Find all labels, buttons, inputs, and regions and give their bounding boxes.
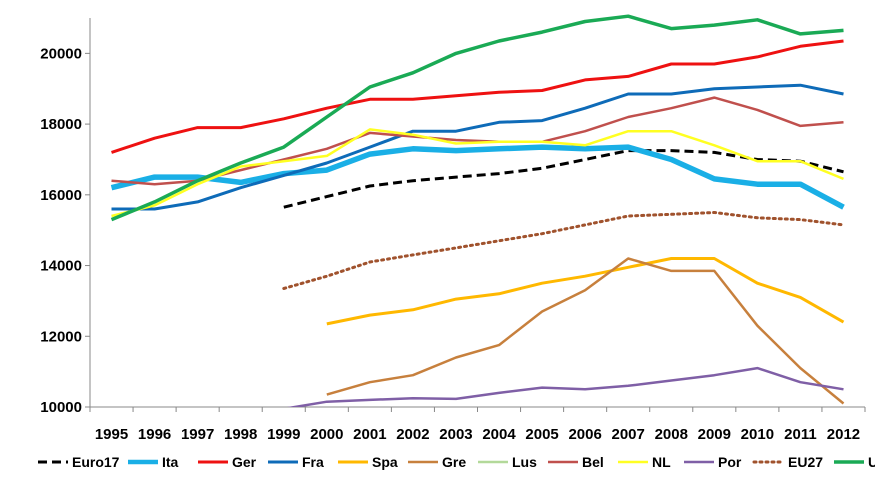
y-tick-label: 12000 <box>40 328 82 345</box>
series-line-ita <box>110 144 845 210</box>
series-line-por <box>287 366 844 407</box>
legend-label-euro17: Euro17 <box>72 454 120 470</box>
legend-entry-euro17: Euro17 <box>38 454 120 470</box>
series-line-ger <box>111 39 844 154</box>
legend-entry-eu27: EU27 <box>752 454 823 470</box>
x-tick-label: 1999 <box>267 426 300 443</box>
legend-entry-spa: Spa <box>338 454 398 470</box>
legend-label-ita: Ita <box>162 454 179 470</box>
legend-entry-bel: Bel <box>548 454 604 470</box>
x-tick-label: 2007 <box>612 426 645 443</box>
legend-label-bel: Bel <box>582 454 604 470</box>
y-tick-label: 14000 <box>40 258 82 275</box>
legend-label-gre: Gre <box>442 454 466 470</box>
legend-entry-lus: Lus <box>478 454 537 470</box>
legend-entry-ger: Ger <box>198 454 257 470</box>
legend-label-eu27: EU27 <box>788 454 823 470</box>
y-tick-label: 16000 <box>40 187 82 204</box>
legend-entry-fra: Fra <box>268 454 324 470</box>
y-tick-label: 20000 <box>40 45 82 62</box>
x-tick-label: 2011 <box>784 426 817 443</box>
series-line-spa <box>326 257 845 326</box>
x-tick-label: 2006 <box>568 426 601 443</box>
legend-entry-por: Por <box>684 454 742 470</box>
x-tick-label: 2002 <box>396 426 429 443</box>
legend-label-uk: UK <box>868 454 875 470</box>
x-tick-label: 1997 <box>181 426 214 443</box>
legend-label-ger: Ger <box>232 454 257 470</box>
series-line-fra <box>111 83 844 211</box>
legend-label-nl: NL <box>652 454 671 470</box>
legend-label-fra: Fra <box>302 454 324 470</box>
x-tick-label: 2009 <box>698 426 731 443</box>
x-tick-label: 2004 <box>482 426 516 443</box>
legend-entry-nl: NL <box>618 454 671 470</box>
x-tick-label: 1996 <box>138 426 171 443</box>
series-line-euro17 <box>283 149 844 209</box>
legend-label-lus: Lus <box>512 454 537 470</box>
legend-label-por: Por <box>718 454 742 470</box>
y-tick-label: 18000 <box>40 116 82 133</box>
x-tick-label: 1998 <box>224 426 257 443</box>
x-tick-label: 2000 <box>310 426 343 443</box>
x-tick-label: 2012 <box>827 426 860 443</box>
legend: Euro17 Ita Ger Fra Spa Gre Lus Bel NL Por EU27 UK <box>38 454 875 470</box>
x-tick-label: 2003 <box>439 426 472 443</box>
legend-entry-gre: Gre <box>408 454 466 470</box>
series-line-bel <box>111 96 844 186</box>
y-tick-label: 10000 <box>40 399 82 416</box>
series-lines <box>110 14 845 407</box>
series-line-nl <box>111 128 844 218</box>
series-line-eu27 <box>282 211 845 290</box>
x-tick-label: 2001 <box>353 426 386 443</box>
legend-label-spa: Spa <box>372 454 398 470</box>
legend-entry-ita: Ita <box>128 454 179 470</box>
axes: 10000 12000 14000 16000 18000 20000 1995 1996 19… <box>40 18 866 443</box>
legend-entry-uk: UK <box>834 454 875 470</box>
series-line-gre <box>326 257 845 405</box>
series-line-uk <box>110 14 844 222</box>
x-tick-label: 2010 <box>741 426 774 443</box>
x-tick-label: 2005 <box>525 426 558 443</box>
x-tick-label: 2008 <box>655 426 688 443</box>
x-tick-label: 1995 <box>95 426 128 443</box>
